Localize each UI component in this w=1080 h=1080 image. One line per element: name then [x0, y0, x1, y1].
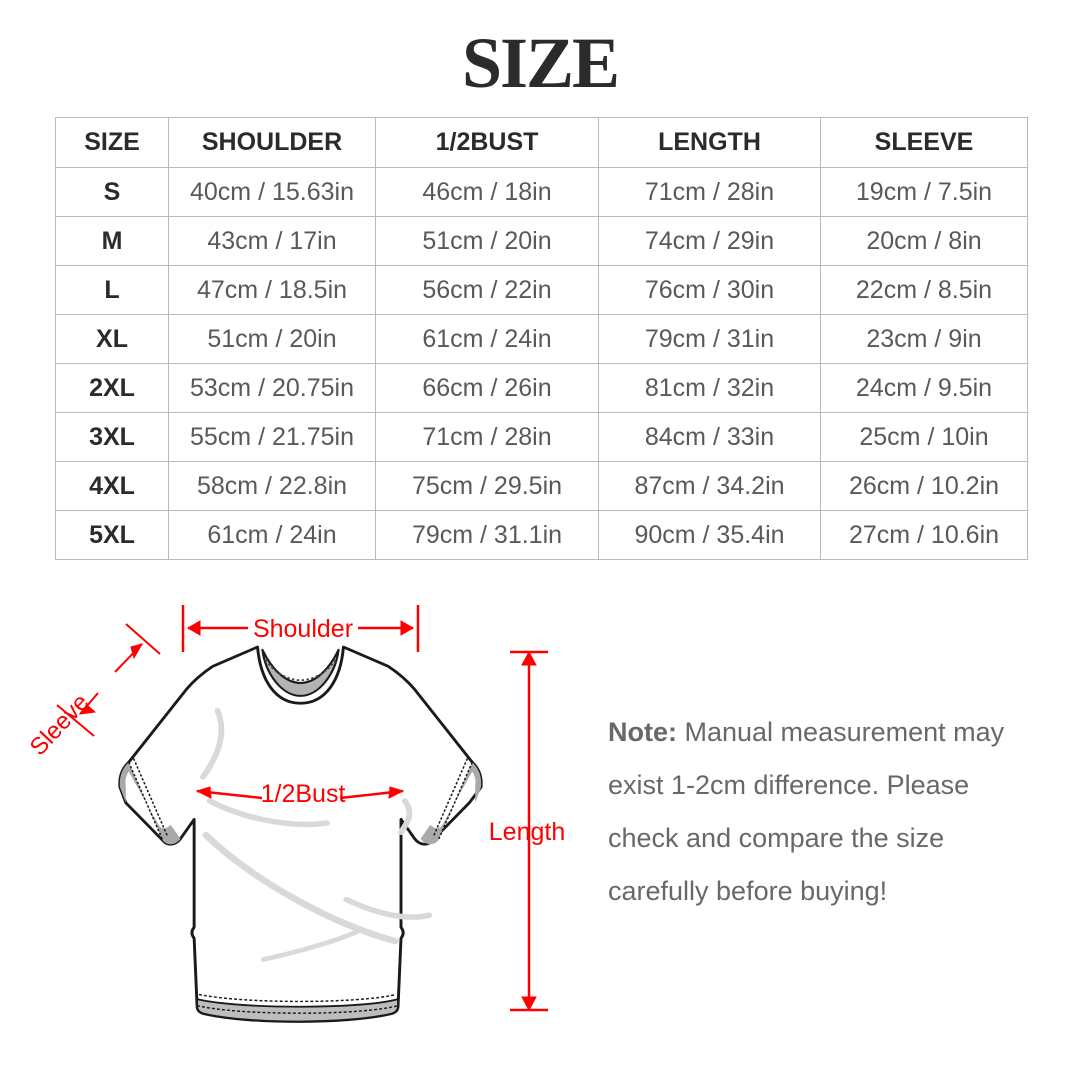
svg-text:Shoulder: Shoulder: [253, 615, 353, 643]
svg-text:Length: Length: [489, 818, 565, 846]
svg-text:Sleeve: Sleeve: [25, 689, 95, 761]
svg-text:1/2Bust: 1/2Bust: [261, 780, 346, 808]
